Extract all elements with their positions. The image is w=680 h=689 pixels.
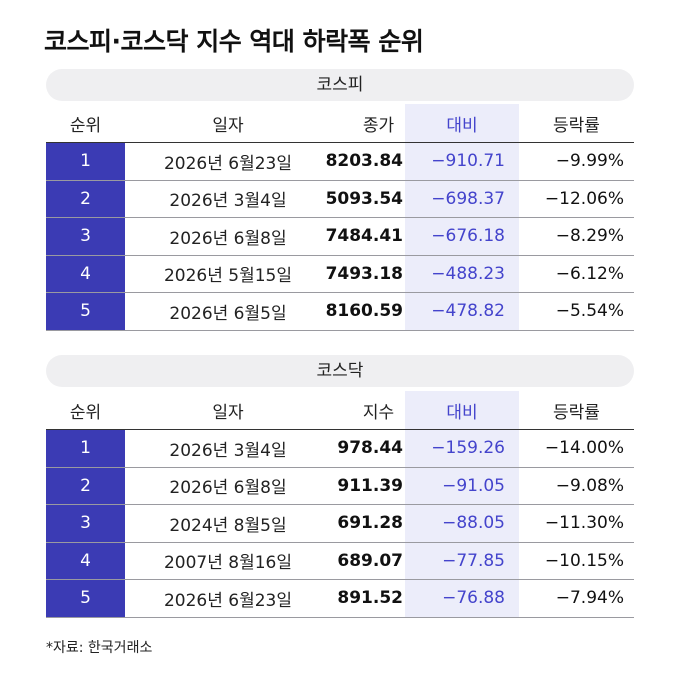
table-row: 5 2026년 6월5일 8160.59 −478.82 −5.54% bbox=[46, 293, 634, 331]
pct-cell: −10.15% bbox=[544, 550, 624, 571]
header-close: 지수 bbox=[362, 402, 395, 423]
date-cell: 2026년 6월8일 bbox=[169, 228, 287, 249]
table-row: 4 2007년 8월16일 689.07 −77.85 −10.15% bbox=[46, 542, 634, 580]
table-header: 순위 일자 지수 대비 등락률 bbox=[46, 391, 634, 430]
header-rank: 순위 bbox=[69, 115, 102, 136]
pct-cell: −12.06% bbox=[544, 188, 624, 209]
header-diff: 대비 bbox=[405, 391, 519, 429]
date-cell: 2026년 6월23일 bbox=[163, 153, 293, 174]
kospi-table: 순위 일자 종가 대비 등락률 1 2026년 6월23일 8203.84 −9… bbox=[46, 104, 634, 331]
diff-cell: −488.23 bbox=[405, 255, 519, 292]
rank-cell: 3 bbox=[46, 505, 125, 542]
diff-cell: −910.71 bbox=[405, 143, 519, 180]
page-title: 코스피·코스닥 지수 역대 하락폭 순위 bbox=[44, 27, 424, 56]
table-row: 5 2026년 6월23일 891.52 −76.88 −7.94% bbox=[46, 580, 634, 618]
close-cell: 891.52 bbox=[337, 588, 403, 609]
rank-cell: 2 bbox=[46, 467, 125, 504]
table-row: 1 2026년 3월4일 978.44 −159.26 −14.00% bbox=[46, 430, 634, 468]
date-cell: 2026년 6월8일 bbox=[169, 478, 287, 499]
diff-cell: −91.05 bbox=[405, 467, 519, 504]
diff-cell: −88.05 bbox=[405, 505, 519, 542]
rank-cell: 1 bbox=[46, 430, 125, 467]
kosdaq-section-label: 코스닥 bbox=[46, 355, 634, 387]
date-cell: 2026년 6월5일 bbox=[169, 303, 287, 324]
rank-cell: 4 bbox=[46, 255, 125, 292]
diff-cell: −478.82 bbox=[405, 293, 519, 330]
header-date: 일자 bbox=[212, 402, 244, 423]
pct-cell: −9.99% bbox=[555, 151, 624, 172]
header-pct: 등락률 bbox=[553, 402, 600, 423]
close-cell: 689.07 bbox=[337, 550, 403, 571]
pct-cell: −9.08% bbox=[555, 475, 624, 496]
kosdaq-table: 순위 일자 지수 대비 등락률 1 2026년 3월4일 978.44 −159… bbox=[46, 391, 634, 618]
pct-cell: −6.12% bbox=[555, 263, 624, 284]
header-close: 종가 bbox=[362, 115, 395, 136]
header-rank: 순위 bbox=[69, 402, 102, 423]
date-cell: 2007년 8월16일 bbox=[163, 553, 293, 574]
date-cell: 2026년 3월4일 bbox=[169, 440, 287, 461]
rank-cell: 2 bbox=[46, 180, 125, 217]
source-note: *자료: 한국거래소 bbox=[46, 640, 153, 656]
pct-cell: −7.94% bbox=[555, 588, 624, 609]
date-cell: 2026년 5월15일 bbox=[163, 266, 293, 287]
table-header: 순위 일자 종가 대비 등락률 bbox=[46, 104, 634, 143]
kospi-section-label: 코스피 bbox=[46, 69, 634, 101]
diff-cell: −698.37 bbox=[405, 180, 519, 217]
diff-cell: −76.88 bbox=[405, 580, 519, 617]
rank-cell: 4 bbox=[46, 542, 125, 579]
rank-cell: 1 bbox=[46, 143, 125, 180]
rank-cell: 3 bbox=[46, 218, 125, 255]
rank-cell: 5 bbox=[46, 293, 125, 330]
close-cell: 5093.54 bbox=[325, 188, 403, 209]
close-cell: 8203.84 bbox=[325, 151, 403, 172]
table-row: 2 2026년 6월8일 911.39 −91.05 −9.08% bbox=[46, 467, 634, 505]
date-cell: 2026년 6월23일 bbox=[163, 590, 293, 611]
header-pct: 등락률 bbox=[553, 115, 600, 136]
close-cell: 7493.18 bbox=[325, 263, 403, 284]
close-cell: 7484.41 bbox=[325, 226, 403, 247]
table-row: 3 2024년 8월5일 691.28 −88.05 −11.30% bbox=[46, 505, 634, 543]
header-date: 일자 bbox=[212, 115, 244, 136]
close-cell: 8160.59 bbox=[325, 301, 403, 322]
diff-cell: −77.85 bbox=[405, 542, 519, 579]
table-row: 4 2026년 5월15일 7493.18 −488.23 −6.12% bbox=[46, 255, 634, 293]
date-cell: 2024년 8월5일 bbox=[169, 515, 287, 536]
close-cell: 978.44 bbox=[337, 438, 403, 459]
rank-cell: 5 bbox=[46, 580, 125, 617]
diff-cell: −676.18 bbox=[405, 218, 519, 255]
pct-cell: −8.29% bbox=[555, 226, 624, 247]
table-row: 2 2026년 3월4일 5093.54 −698.37 −12.06% bbox=[46, 180, 634, 218]
table-row: 1 2026년 6월23일 8203.84 −910.71 −9.99% bbox=[46, 143, 634, 181]
close-cell: 911.39 bbox=[337, 475, 403, 496]
pct-cell: −5.54% bbox=[555, 301, 624, 322]
close-cell: 691.28 bbox=[337, 513, 403, 534]
date-cell: 2026년 3월4일 bbox=[169, 191, 287, 212]
table-row: 3 2026년 6월8일 7484.41 −676.18 −8.29% bbox=[46, 218, 634, 256]
pct-cell: −14.00% bbox=[544, 438, 624, 459]
header-diff: 대비 bbox=[405, 104, 519, 142]
pct-cell: −11.30% bbox=[544, 513, 624, 534]
diff-cell: −159.26 bbox=[405, 430, 519, 467]
